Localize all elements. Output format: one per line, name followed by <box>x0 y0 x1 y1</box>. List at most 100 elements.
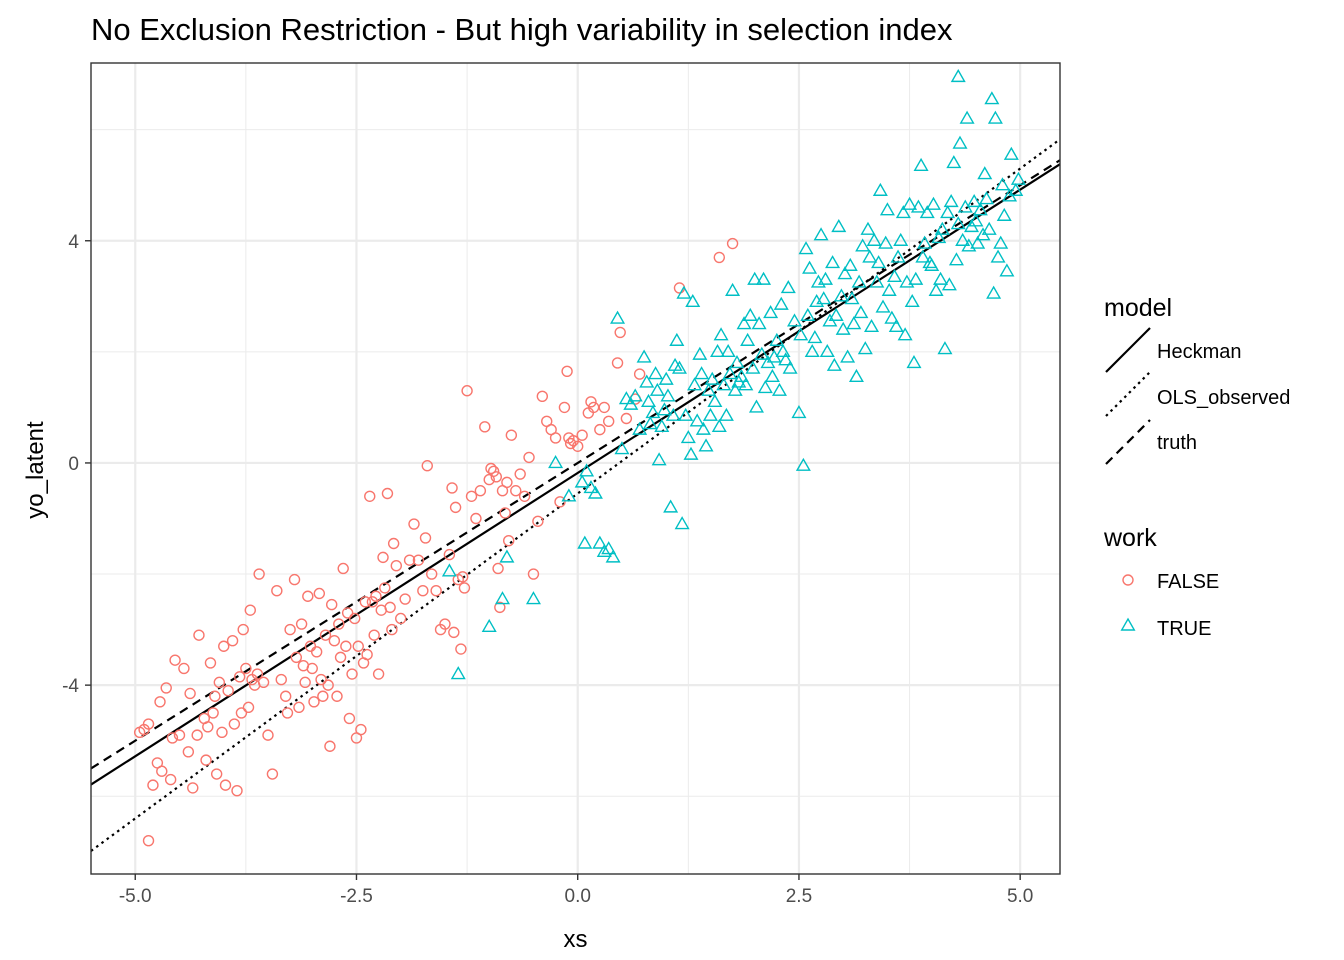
point-work-false <box>191 729 203 741</box>
point-work-false <box>492 562 504 575</box>
point-work-true <box>649 382 665 396</box>
point-work-true <box>890 249 906 263</box>
point-work-true <box>835 321 851 335</box>
point-work-true <box>441 563 457 577</box>
legend-key-true <box>1120 617 1136 631</box>
point-work-false <box>408 518 420 530</box>
point-work-true <box>924 257 940 271</box>
point-work-true <box>525 591 541 605</box>
point-work-true <box>733 368 749 383</box>
point-work-true <box>748 399 764 413</box>
point-work-false <box>160 682 172 694</box>
point-work-true <box>908 271 924 285</box>
point-work-true <box>831 218 847 233</box>
point-work-true <box>577 535 593 549</box>
point-work-false <box>169 654 181 666</box>
point-work-true <box>775 343 791 358</box>
y-tick-label: 4 <box>68 232 79 253</box>
point-work-true <box>952 135 968 149</box>
legend-label-ols-observed: OLS_observed <box>1157 387 1290 409</box>
point-work-false <box>133 726 146 739</box>
point-work-true <box>745 360 761 374</box>
point-work-false <box>228 718 241 730</box>
point-work-false <box>572 440 584 452</box>
point-work-true <box>937 341 953 355</box>
point-work-false <box>219 779 232 791</box>
point-work-true <box>857 341 873 355</box>
point-work-true <box>833 288 849 302</box>
point-work-false <box>231 784 243 797</box>
point-work-false <box>182 746 195 758</box>
point-work-true <box>713 327 729 341</box>
axes: -5.0 -2.5 0.0 2.5 5.0 -4 0 4 <box>62 232 1033 907</box>
point-work-false <box>502 535 515 547</box>
point-work-true <box>851 274 867 288</box>
point-work-false <box>142 834 155 847</box>
point-work-false <box>334 651 347 664</box>
point-work-true <box>757 380 773 394</box>
point-work-true <box>780 280 796 294</box>
point-work-false <box>200 754 212 766</box>
point-work-false <box>262 729 274 741</box>
point-work-false <box>257 676 270 689</box>
point-work-false <box>346 668 358 680</box>
point-work-false <box>417 585 429 597</box>
point-work-true <box>872 182 888 196</box>
point-work-true <box>793 327 809 341</box>
point-work-true <box>934 221 950 235</box>
point-work-true <box>665 407 681 421</box>
point-work-true <box>860 221 876 235</box>
point-work-true <box>587 485 603 499</box>
point-work-false <box>421 460 433 472</box>
point-work-false <box>403 554 416 566</box>
point-work-false <box>324 740 336 752</box>
point-work-false <box>532 515 544 527</box>
point-work-true <box>810 274 826 288</box>
point-work-false <box>458 582 471 594</box>
point-work-false <box>337 562 349 575</box>
point-work-false <box>164 773 177 786</box>
point-work-false <box>594 423 606 436</box>
point-work-true <box>925 196 941 210</box>
point-work-false <box>455 643 467 655</box>
point-work-false <box>523 451 535 464</box>
point-work-true <box>727 382 743 396</box>
point-work-true <box>904 293 920 308</box>
point-work-true <box>961 238 977 252</box>
point-work-true <box>583 480 599 494</box>
point-work-true <box>994 177 1010 191</box>
point-work-false <box>620 412 633 425</box>
point-work-true <box>979 191 995 205</box>
point-work-true <box>627 388 643 402</box>
point-work-true <box>763 305 779 319</box>
point-work-true <box>816 291 832 305</box>
point-work-false <box>366 596 379 608</box>
point-work-false <box>279 690 292 702</box>
point-work-true <box>707 393 723 408</box>
point-work-false <box>554 496 566 508</box>
point-work-false <box>527 568 540 580</box>
point-work-true <box>990 249 1006 263</box>
point-work-false <box>222 684 234 697</box>
point-work-true <box>614 441 630 455</box>
legend-label-true: TRUE <box>1157 618 1211 640</box>
point-work-false <box>372 668 385 680</box>
point-work-false <box>209 690 221 702</box>
point-work-false <box>395 612 407 625</box>
point-work-true <box>769 332 785 346</box>
point-work-false <box>379 582 391 594</box>
point-work-false <box>536 390 549 402</box>
point-work-false <box>549 432 562 444</box>
legend-label-truth: truth <box>1157 432 1197 454</box>
point-work-false <box>598 401 610 414</box>
point-work-true <box>450 666 466 680</box>
x-tick-label: -5.0 <box>119 886 152 907</box>
plot-panel <box>91 63 1060 874</box>
point-work-false <box>399 593 411 605</box>
y-tick-label: 0 <box>68 454 79 475</box>
point-work-false <box>386 623 398 636</box>
point-work-false <box>319 629 332 641</box>
point-work-false <box>479 421 491 433</box>
point-work-true <box>674 516 690 530</box>
scatter-points <box>133 68 1026 847</box>
